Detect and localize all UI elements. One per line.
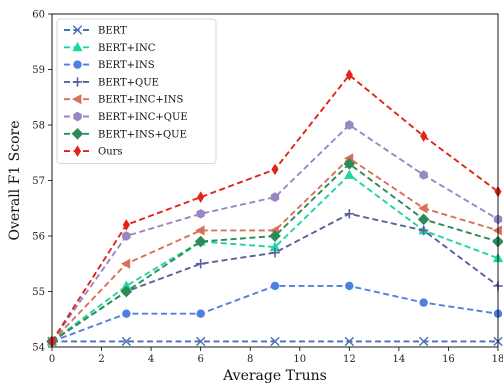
data-point <box>270 336 280 347</box>
data-point <box>271 163 279 176</box>
data-point <box>417 213 430 226</box>
data-point <box>419 170 428 180</box>
y-axis-label: Overall F1 Score <box>7 120 23 240</box>
y-tick-label: 58 <box>32 121 45 132</box>
data-point <box>418 225 429 236</box>
legend-swatch-marker <box>72 77 83 87</box>
legend-item: BERT+INC+QUE <box>64 111 188 123</box>
legend-label: Ours <box>98 147 123 158</box>
legend-swatch-marker <box>72 25 83 35</box>
legend-swatch-marker <box>72 94 82 105</box>
series-BERT+INS <box>47 281 503 346</box>
legend-swatch-marker <box>72 41 83 52</box>
x-tick-label: 12 <box>343 354 356 365</box>
legend-label: BERT+INC+INS <box>98 95 183 106</box>
series-BERT <box>47 336 503 347</box>
series-layer <box>46 69 503 348</box>
x-tick-label: 2 <box>98 354 104 365</box>
data-point <box>419 298 428 307</box>
legend-label: BERT+INS+QUE <box>98 129 187 140</box>
x-tick-label: 8 <box>247 354 253 365</box>
data-point <box>270 247 280 258</box>
legend-swatch-marker <box>73 111 82 122</box>
data-point <box>344 169 355 179</box>
y-tick-label: 56 <box>32 232 45 243</box>
data-point <box>345 69 353 81</box>
legend-item: Ours <box>64 145 123 158</box>
series-Ours <box>48 69 502 348</box>
data-point <box>270 281 280 291</box>
data-point <box>121 336 132 347</box>
data-point <box>120 285 133 298</box>
legend-label: BERT <box>98 26 127 37</box>
data-point <box>269 230 281 242</box>
legend-item: BERT+QUE <box>64 77 159 88</box>
legend-item: BERT <box>64 25 127 37</box>
data-point <box>195 225 205 236</box>
legend-label: BERT+INC <box>98 43 156 54</box>
x-tick-label: 16 <box>442 354 455 365</box>
legend-swatch-marker <box>73 60 82 69</box>
data-point <box>196 309 205 318</box>
data-point <box>420 130 428 142</box>
legend-item: BERT+INS <box>64 60 155 71</box>
legend-label: BERT+INC+QUE <box>98 112 188 123</box>
y-axis-ticks: 54 55 56 57 58 59 60 <box>32 10 52 354</box>
legend-frame <box>56 18 217 164</box>
data-point <box>120 258 131 269</box>
x-tick-label: 0 <box>49 354 55 365</box>
data-point <box>344 336 355 347</box>
data-point <box>418 336 429 347</box>
x-tick-label: 18 <box>492 354 503 365</box>
data-point <box>270 192 280 202</box>
data-point <box>122 219 130 231</box>
data-point <box>345 120 354 130</box>
legend: BERT BERT+INC BERT+INS BERT+QUE BERT+INC+INS… <box>56 18 217 164</box>
legend-label: BERT+QUE <box>98 77 159 88</box>
legend-swatch-marker <box>71 127 84 140</box>
series-line <box>51 285 499 343</box>
legend-swatch-marker <box>73 145 82 157</box>
data-point <box>345 281 354 291</box>
legend-item: BERT+INC <box>64 41 156 54</box>
data-point <box>492 225 502 236</box>
data-point <box>122 231 131 241</box>
legend-item: BERT+INC+INS <box>64 94 183 106</box>
y-tick-label: 55 <box>32 287 45 298</box>
data-point <box>195 259 206 269</box>
y-tick-label: 57 <box>32 176 45 187</box>
data-point <box>197 191 205 203</box>
x-tick-label: 14 <box>393 354 406 365</box>
data-point <box>418 203 428 214</box>
x-axis-ticks: 0 2 4 6 8 10 12 14 16 18 <box>49 347 503 365</box>
data-point <box>122 309 131 318</box>
y-tick-label: 59 <box>32 65 45 76</box>
data-point <box>194 235 207 248</box>
data-point <box>195 336 206 347</box>
data-point <box>343 158 356 170</box>
x-tick-label: 6 <box>197 354 203 365</box>
y-tick-label: 54 <box>32 343 45 354</box>
y-tick-label: 60 <box>32 10 45 21</box>
x-axis-label: Average Truns <box>222 368 327 384</box>
legend-label: BERT+INS <box>98 60 155 71</box>
data-point <box>196 208 205 219</box>
legend-item: BERT+INS+QUE <box>64 127 187 140</box>
x-tick-label: 4 <box>148 354 154 365</box>
x-tick-label: 10 <box>293 354 306 365</box>
data-point <box>344 209 355 219</box>
